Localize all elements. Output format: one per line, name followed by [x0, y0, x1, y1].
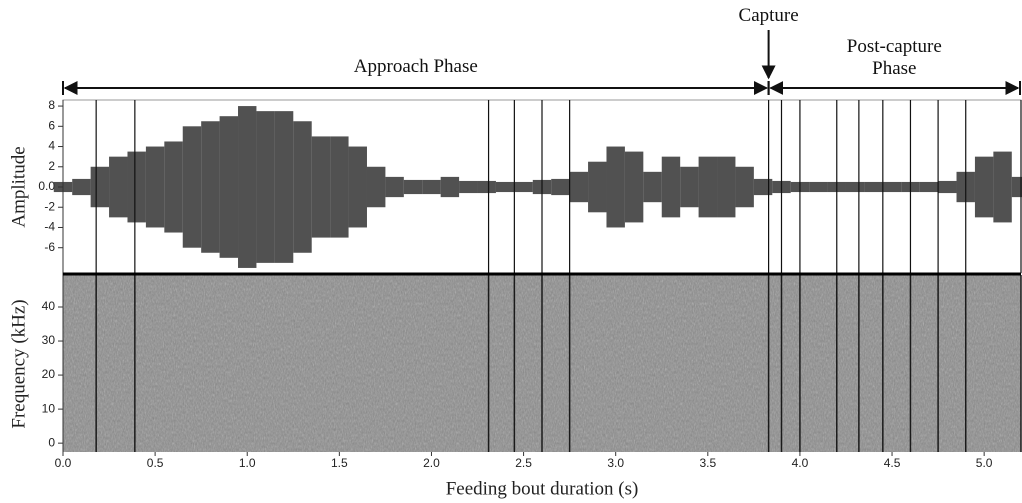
x-tick-label: 2.5 — [515, 456, 532, 470]
y-tick-label: 10 — [42, 401, 56, 415]
waveform-envelope — [974, 156, 994, 218]
y-axis-label: Amplitude — [8, 146, 29, 227]
x-axis-label: Feeding bout duration (s) — [446, 478, 639, 499]
waveform-envelope — [514, 181, 533, 193]
x-tick-label: 5.0 — [976, 456, 993, 470]
y-tick-label: 6 — [48, 118, 55, 132]
waveform-envelope — [459, 180, 478, 194]
waveform-envelope — [440, 176, 460, 198]
waveform-envelope — [109, 156, 128, 218]
y-tick-label: 20 — [42, 367, 56, 381]
waveform-envelope — [864, 181, 883, 193]
x-tick-label: 1.5 — [331, 456, 348, 470]
waveform-envelope — [422, 179, 441, 195]
y-tick-label: 8 — [48, 98, 55, 112]
y-tick-label: -6 — [44, 240, 55, 254]
waveform-envelope — [366, 166, 386, 208]
waveform-envelope — [717, 156, 736, 218]
waveform-envelope — [274, 111, 294, 263]
waveform-envelope — [569, 171, 589, 203]
y-tick-label: 4 — [48, 139, 55, 153]
waveform-envelope — [938, 180, 957, 194]
waveform-envelope — [698, 156, 718, 218]
waveform-envelope — [145, 146, 165, 228]
waveform-envelope — [643, 171, 662, 203]
waveform-envelope — [127, 151, 146, 223]
waveform-envelope — [477, 180, 496, 194]
y-tick-label: 30 — [42, 333, 56, 347]
x-tick-label: 1.0 — [239, 456, 256, 470]
waveform-envelope — [993, 151, 1012, 223]
waveform-envelope — [845, 181, 865, 193]
waveform-envelope — [606, 146, 625, 228]
x-tick-label: 2.0 — [423, 456, 440, 470]
waveform-envelope — [164, 141, 183, 233]
waveform-envelope — [330, 136, 349, 238]
waveform-envelope — [201, 121, 220, 253]
x-tick-label: 0.5 — [147, 456, 164, 470]
waveform-envelope — [882, 181, 902, 193]
waveform-envelope — [311, 136, 331, 238]
waveform-envelope — [238, 106, 257, 268]
x-tick-label: 4.0 — [792, 456, 809, 470]
waveform-envelope — [293, 121, 312, 253]
waveform-envelope — [551, 178, 570, 196]
waveform-envelope — [90, 166, 110, 208]
waveform-envelope — [72, 178, 91, 196]
y-tick-label: 0 — [48, 435, 55, 449]
waveform-envelope — [495, 181, 515, 193]
waveform-envelope — [1011, 176, 1022, 198]
waveform-envelope — [182, 126, 202, 248]
phase-label: Approach Phase — [353, 56, 478, 77]
x-tick-label: 0.0 — [55, 456, 72, 470]
waveform-envelope — [219, 116, 239, 258]
waveform-envelope — [661, 156, 681, 218]
waveform-envelope — [809, 181, 828, 193]
waveform-envelope — [624, 151, 644, 223]
waveform-envelope — [256, 111, 275, 263]
waveform-envelope — [385, 176, 404, 198]
x-tick-label: 4.5 — [884, 456, 901, 470]
phase-label: Post-capture Phase — [846, 36, 942, 79]
x-tick-label: 3.0 — [607, 456, 624, 470]
x-tick-label: 3.5 — [699, 456, 716, 470]
capture-label: Capture — [738, 5, 799, 26]
y-tick-label: -2 — [44, 199, 55, 213]
y-axis-label: Frequency (kHz) — [8, 299, 29, 428]
waveform-envelope — [680, 166, 699, 208]
y-tick-label: -4 — [44, 220, 55, 234]
waveform-envelope — [753, 178, 773, 196]
waveform-envelope — [588, 161, 607, 213]
waveform-envelope — [735, 166, 754, 208]
waveform-envelope — [403, 179, 423, 195]
y-tick-label: 0.0 — [38, 179, 55, 193]
y-tick-label: 40 — [42, 299, 56, 313]
waveform-envelope — [348, 146, 367, 228]
waveform-envelope — [919, 181, 939, 193]
y-tick-label: 2 — [48, 159, 55, 173]
